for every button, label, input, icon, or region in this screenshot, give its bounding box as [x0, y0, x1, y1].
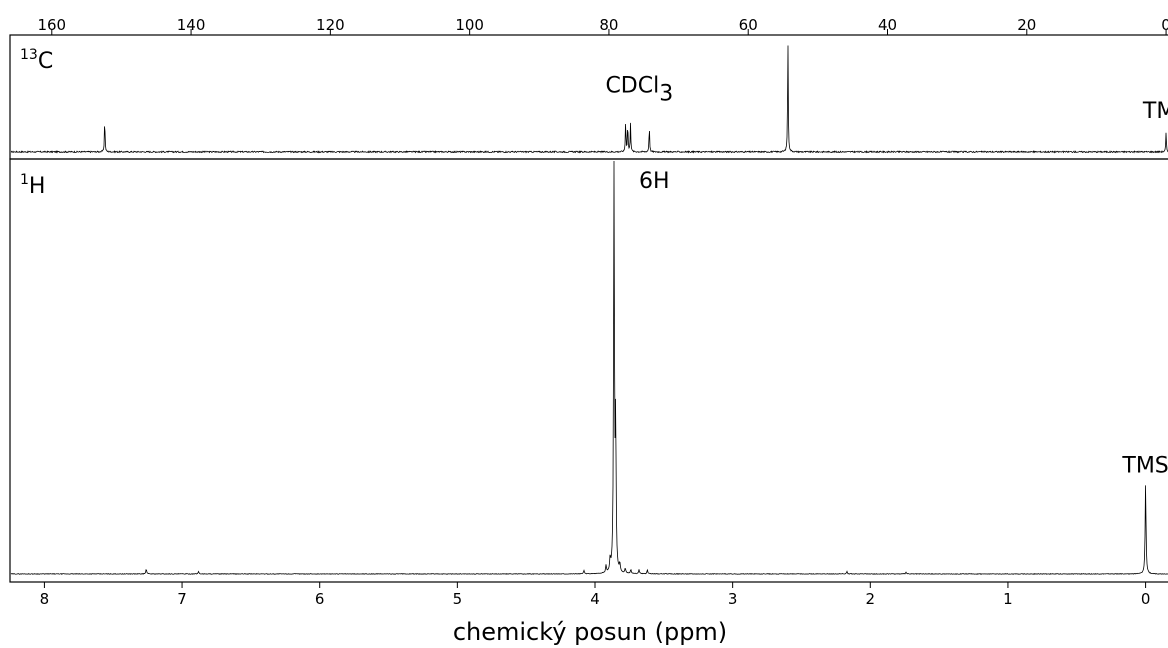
- h1-tick-label: 8: [40, 590, 50, 608]
- c13-element-symbol: C: [38, 49, 53, 74]
- c13-tick-label: 0: [1161, 16, 1168, 34]
- h1-tick-label: 2: [866, 590, 876, 608]
- c13-x-axis: 160 140 120 100 80 60 40 20 0: [37, 16, 1168, 35]
- c13-nucleus-label: 13C: [20, 47, 53, 74]
- c13-tick-label: 120: [316, 16, 345, 34]
- h1-tick-label: 0: [1141, 590, 1151, 608]
- c13-tick-label: 140: [177, 16, 206, 34]
- h1-tick-label: 7: [177, 590, 187, 608]
- h1-spectrum-trace: [10, 160, 1168, 575]
- h1-element-symbol: H: [29, 174, 46, 199]
- h1-tick-label: 6: [315, 590, 325, 608]
- h1-x-axis: 8 7 6 5 4 3 2 1 0: [40, 582, 1151, 608]
- c13-tick-label: 160: [37, 16, 66, 34]
- peak-annotations: CDCl3 TMS 6H TMS: [605, 74, 1168, 479]
- h1-tick-label: 4: [590, 590, 600, 608]
- h1-tick-label: 3: [728, 590, 738, 608]
- c13-mass-number: 13: [20, 47, 38, 63]
- h1-tick-label: 5: [453, 590, 463, 608]
- c13-tick-label: 80: [599, 16, 618, 34]
- c13-tick-label: 60: [739, 16, 758, 34]
- h1-annotation: TMS: [1121, 453, 1168, 478]
- c13-tick-label: 20: [1017, 16, 1036, 34]
- h1-annotation: 6H: [639, 169, 670, 194]
- h1-tick-label: 1: [1003, 590, 1013, 608]
- h1-nucleus-label: 1H: [20, 172, 45, 199]
- c13-panel-frame: [9, 34, 1168, 160]
- h1-panel-frame: [9, 158, 1168, 583]
- c13-spectrum-trace: [10, 45, 1168, 154]
- h1-mass-number: 1: [20, 172, 29, 188]
- c13-annotation: TMS: [1142, 99, 1168, 124]
- c13-tick-label: 40: [878, 16, 897, 34]
- c13-annotation: CDCl3: [605, 74, 673, 107]
- c13-tick-label: 100: [455, 16, 484, 34]
- x-axis-title: chemický posun (ppm): [453, 618, 727, 646]
